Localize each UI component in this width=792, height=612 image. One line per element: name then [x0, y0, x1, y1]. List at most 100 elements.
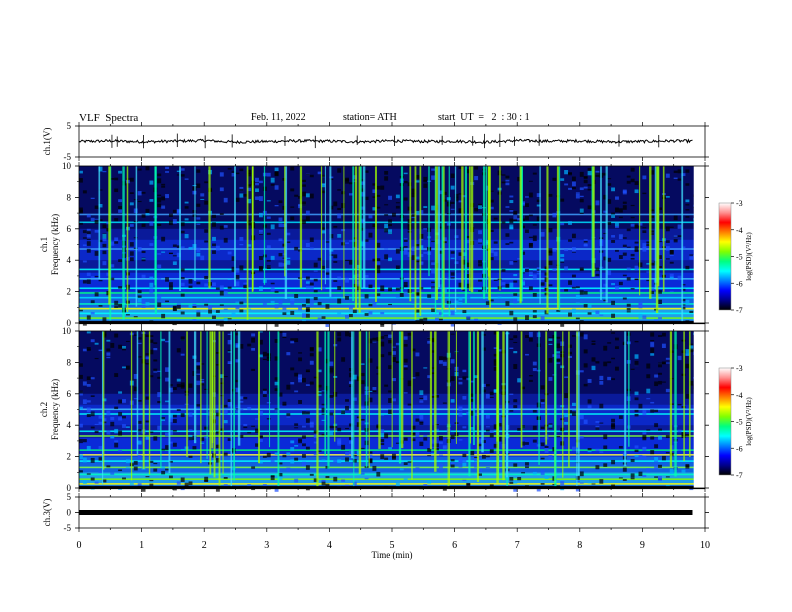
noise-speckle: [302, 461, 306, 467]
sferic-spike: [400, 331, 404, 449]
noise-speckle: [431, 308, 436, 313]
noise-speckle: [333, 261, 338, 263]
sferic-spike: [577, 331, 580, 476]
noise-speckle: [348, 450, 353, 455]
noise-speckle: [438, 318, 443, 321]
noise-speckle: [176, 378, 181, 382]
noise-speckle: [622, 297, 627, 300]
xaxis-label: Time (min): [372, 550, 413, 560]
sferic-spike: [662, 166, 665, 292]
noise-speckle: [184, 201, 189, 204]
noise-speckle: [474, 459, 479, 462]
noise-speckle: [532, 235, 537, 238]
noise-speckle: [223, 197, 228, 203]
noise-speckle: [266, 259, 271, 262]
ytick-label: 10: [62, 161, 72, 171]
noise-speckle: [360, 447, 365, 450]
noise-speckle: [278, 472, 283, 477]
noise-speckle: [419, 318, 424, 323]
noise-speckle: [470, 399, 475, 402]
noise-speckle: [352, 481, 357, 486]
noise-speckle: [458, 282, 463, 288]
noise-speckle: [294, 444, 299, 447]
noise-speckle: [388, 223, 392, 227]
noise-speckle: [212, 214, 216, 218]
noise-speckle: [380, 285, 385, 289]
noise-speckle: [548, 377, 553, 381]
noise-speckle: [305, 446, 310, 450]
noise-speckle: [274, 321, 279, 327]
colorbar-tick-label: -4: [736, 226, 743, 235]
noise-speckle: [149, 199, 154, 202]
noise-speckle: [258, 438, 263, 442]
noise-speckle: [622, 237, 627, 239]
noise-speckle: [517, 378, 522, 383]
noise-speckle: [403, 344, 408, 347]
noise-speckle: [489, 484, 494, 488]
noise-speckle: [239, 301, 244, 305]
noise-speckle: [384, 384, 389, 387]
noise-speckle: [313, 430, 318, 434]
noise-speckle: [215, 287, 220, 290]
noise-speckle: [212, 236, 216, 241]
waveform-ch3-waveform: [79, 510, 693, 515]
noise-speckle: [337, 312, 342, 316]
noise-speckle: [411, 255, 416, 261]
noise-speckle: [157, 178, 162, 184]
noise-speckle: [595, 172, 600, 177]
noise-speckle: [462, 252, 467, 256]
noise-speckle: [442, 191, 447, 195]
noise-speckle: [493, 424, 498, 429]
noise-speckle: [462, 289, 467, 291]
xtick-label: 8: [577, 540, 582, 551]
noise-speckle: [630, 216, 635, 219]
noise-speckle: [247, 343, 252, 347]
noise-speckle: [419, 287, 424, 290]
noise-speckle: [86, 348, 91, 351]
noise-speckle: [345, 457, 349, 462]
noise-speckle: [110, 435, 115, 439]
noise-speckle: [685, 393, 690, 399]
sferic-spike: [194, 166, 196, 282]
sferic-spike: [234, 166, 236, 287]
noise-speckle: [149, 276, 154, 280]
noise-speckle: [368, 397, 373, 403]
noise-speckle: [290, 298, 295, 304]
ytick-label: 8: [67, 357, 72, 367]
noise-speckle: [360, 472, 365, 475]
noise-speckle: [525, 203, 529, 207]
noise-speckle: [145, 476, 150, 478]
noise-speckle: [282, 312, 287, 316]
noise-speckle: [478, 205, 482, 209]
noise-speckle: [290, 338, 295, 341]
noise-speckle: [368, 215, 373, 219]
noise-speckle: [532, 224, 537, 226]
sferic-spike: [400, 166, 404, 293]
sferic-spike: [683, 331, 685, 462]
noise-speckle: [556, 435, 561, 438]
noise-speckle: [141, 257, 146, 262]
noise-speckle: [219, 428, 224, 431]
noise-speckle: [125, 459, 130, 464]
noise-speckle: [110, 416, 115, 421]
ytick-label: 2: [67, 452, 72, 462]
noise-speckle: [630, 178, 635, 183]
noise-speckle: [176, 481, 181, 485]
noise-speckle: [294, 423, 299, 426]
noise-speckle: [450, 459, 455, 462]
noise-speckle: [219, 172, 224, 177]
noise-speckle: [161, 418, 166, 422]
noise-speckle: [309, 174, 314, 178]
noise-speckle: [188, 304, 193, 309]
noise-speckle: [650, 339, 655, 341]
noise-speckle: [532, 409, 537, 413]
noise-speckle: [665, 173, 670, 178]
noise-speckle: [642, 432, 647, 434]
noise-speckle: [478, 473, 482, 476]
noise-speckle: [243, 194, 248, 197]
noise-speckle: [583, 239, 588, 241]
noise-speckle: [122, 424, 126, 428]
noise-speckle: [489, 449, 494, 453]
noise-speckle: [157, 197, 162, 203]
noise-speckle: [255, 177, 259, 183]
